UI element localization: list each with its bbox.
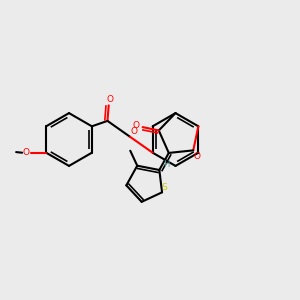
Text: O: O <box>130 127 137 136</box>
Text: S: S <box>162 183 167 192</box>
Text: O: O <box>193 152 200 161</box>
Text: O: O <box>133 121 140 130</box>
Text: O: O <box>106 94 113 103</box>
Text: O: O <box>22 148 29 157</box>
Text: H: H <box>163 160 169 169</box>
